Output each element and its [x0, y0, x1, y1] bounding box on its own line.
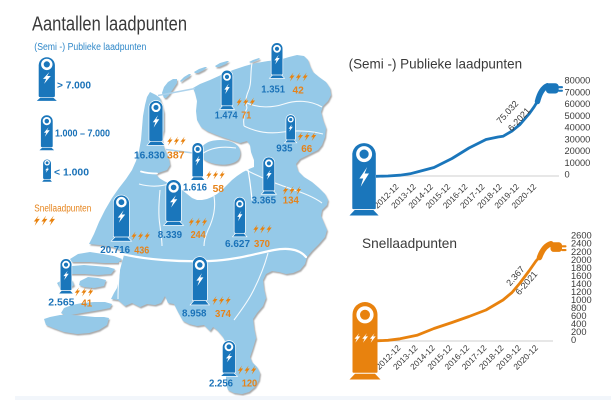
- svg-text:2.256: 2.256: [209, 378, 233, 390]
- svg-text:20000: 20000: [565, 146, 591, 156]
- svg-text:(Semi -) Publieke laadpunten: (Semi -) Publieke laadpunten: [34, 42, 146, 53]
- svg-text:30000: 30000: [565, 134, 591, 144]
- svg-text:80000: 80000: [565, 76, 591, 86]
- svg-text:400: 400: [571, 319, 587, 329]
- svg-text:2200: 2200: [571, 247, 592, 257]
- svg-text:1.351: 1.351: [261, 84, 285, 96]
- svg-text:1600: 1600: [571, 271, 592, 281]
- svg-text:1.474: 1.474: [215, 110, 238, 122]
- svg-text:41: 41: [81, 298, 92, 310]
- svg-text:0: 0: [565, 170, 570, 180]
- svg-text:66: 66: [301, 143, 312, 155]
- svg-text:16.830: 16.830: [134, 150, 165, 162]
- svg-text:134: 134: [283, 195, 299, 207]
- svg-text:120: 120: [242, 378, 258, 390]
- svg-text:800: 800: [571, 303, 587, 313]
- svg-text:40000: 40000: [565, 123, 591, 133]
- svg-text:370: 370: [254, 238, 270, 250]
- svg-text:Snellaadpunten: Snellaadpunten: [34, 204, 91, 215]
- svg-text:244: 244: [191, 229, 206, 241]
- svg-text:6.627: 6.627: [225, 238, 250, 250]
- svg-text:(Semi -) Publieke laadpunten: (Semi -) Publieke laadpunten: [349, 56, 522, 72]
- svg-text:> 7.000: > 7.000: [57, 80, 91, 92]
- svg-text:1400: 1400: [571, 279, 592, 289]
- svg-text:1.000 – 7.000: 1.000 – 7.000: [55, 128, 110, 140]
- svg-text:60000: 60000: [565, 99, 591, 109]
- svg-text:2600: 2600: [571, 231, 592, 241]
- svg-text:8.958: 8.958: [182, 308, 207, 320]
- svg-text:2.565: 2.565: [48, 297, 74, 309]
- svg-text:Aantallen laadpunten: Aantallen laadpunten: [32, 14, 187, 36]
- svg-text:71: 71: [241, 110, 251, 122]
- svg-text:Snellaadpunten: Snellaadpunten: [362, 235, 457, 251]
- svg-text:58: 58: [213, 183, 225, 195]
- svg-text:1800: 1800: [571, 263, 592, 273]
- svg-text:< 1.000: < 1.000: [54, 167, 89, 179]
- svg-text:1000: 1000: [571, 295, 592, 305]
- svg-text:1.616: 1.616: [183, 182, 207, 194]
- svg-text:42: 42: [293, 85, 304, 97]
- svg-text:8.339: 8.339: [158, 229, 183, 241]
- svg-text:2000: 2000: [571, 255, 592, 265]
- svg-text:200: 200: [571, 327, 587, 337]
- svg-text:436: 436: [134, 245, 149, 257]
- svg-text:2400: 2400: [571, 239, 592, 249]
- svg-text:3.365: 3.365: [252, 195, 277, 207]
- svg-text:10000: 10000: [565, 158, 591, 168]
- svg-text:1200: 1200: [571, 287, 592, 297]
- svg-text:935: 935: [276, 143, 292, 155]
- svg-text:374: 374: [215, 308, 231, 320]
- svg-text:70000: 70000: [565, 87, 591, 97]
- svg-text:0: 0: [571, 335, 576, 345]
- svg-text:20.716: 20.716: [100, 244, 130, 256]
- svg-text:600: 600: [571, 311, 587, 321]
- svg-text:387: 387: [167, 150, 185, 162]
- svg-text:50000: 50000: [565, 111, 591, 121]
